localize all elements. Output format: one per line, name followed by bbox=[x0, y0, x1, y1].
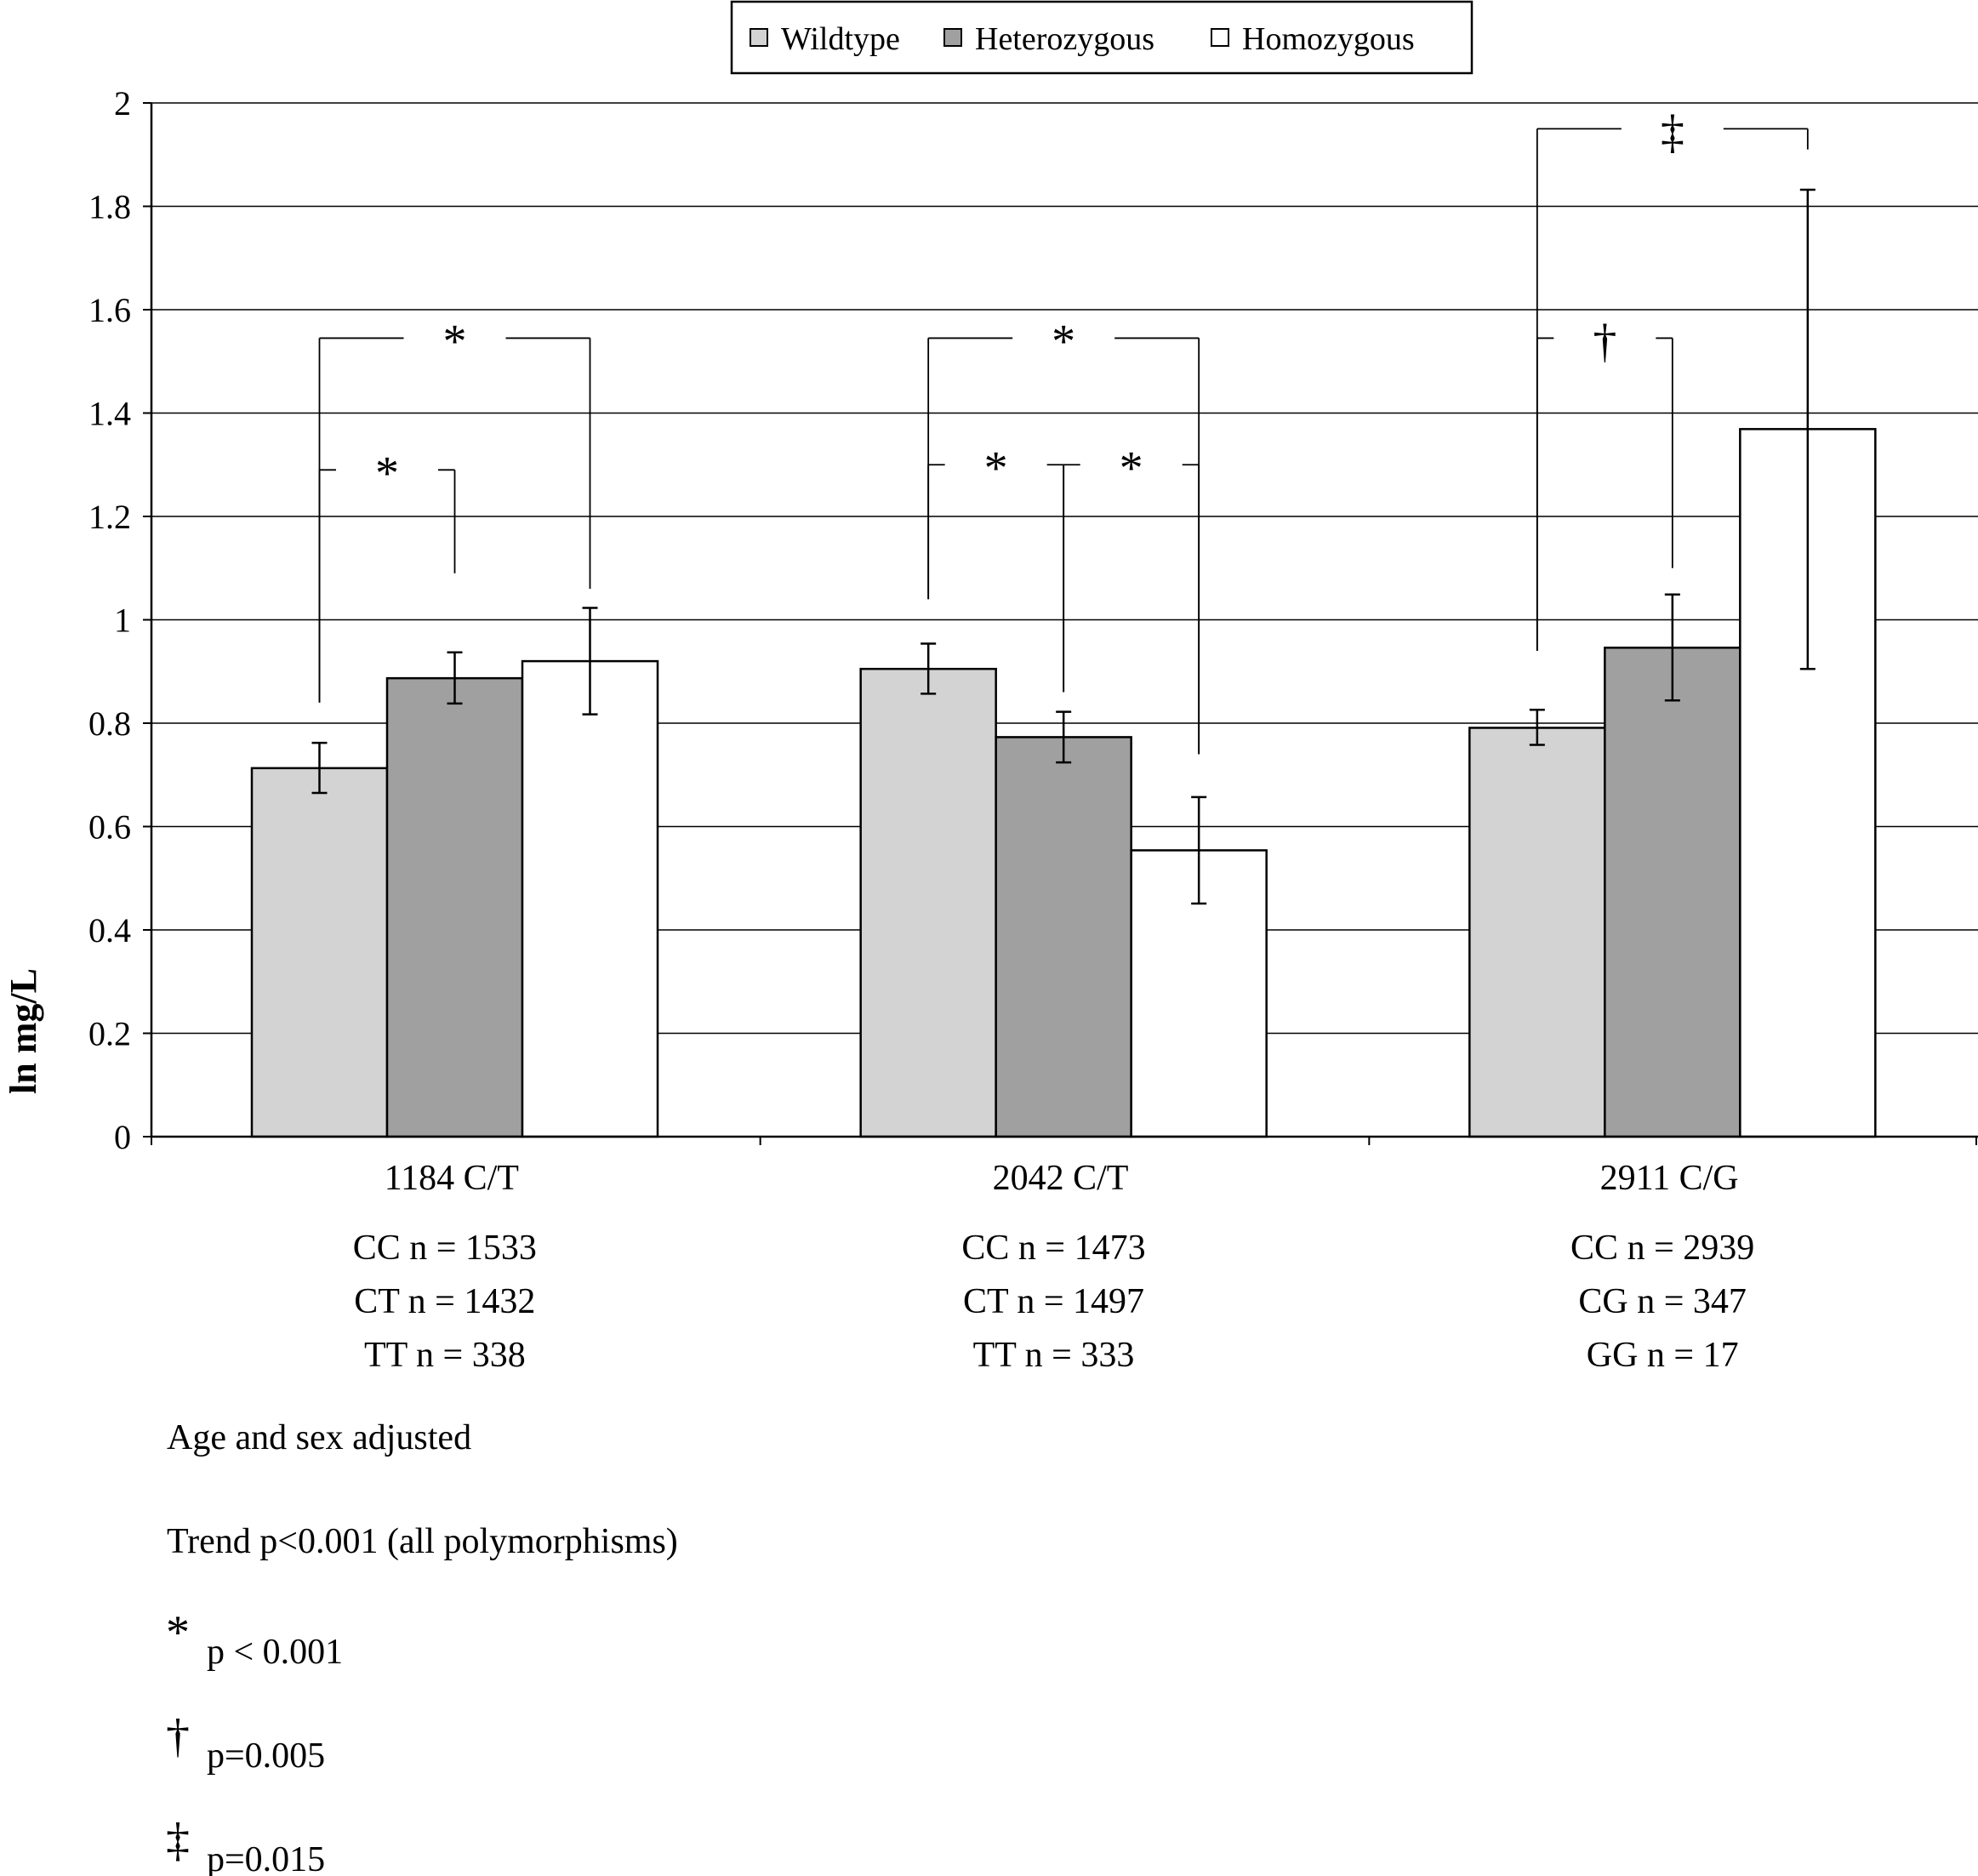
sample-size-label: CT n = 1497 bbox=[963, 1282, 1144, 1321]
sample-size-label: CC n = 1473 bbox=[961, 1229, 1145, 1268]
y-tick-label: 1.2 bbox=[88, 498, 131, 536]
bar bbox=[1468, 727, 1606, 1138]
significance-symbol: † bbox=[1593, 315, 1616, 368]
category-label: 2911 C/G bbox=[1600, 1159, 1739, 1198]
legend-swatch bbox=[750, 28, 768, 47]
footnotes: Age and sex adjusted Trend p<0.001 (all p… bbox=[166, 1418, 678, 1876]
footnote-symbol: * bbox=[166, 1606, 190, 1659]
legend-box bbox=[730, 0, 1474, 75]
sample-size-label: CT n = 1432 bbox=[354, 1282, 535, 1321]
sample-size-label: GG n = 17 bbox=[1587, 1336, 1739, 1375]
y-tick-label: 2 bbox=[114, 84, 131, 123]
bar bbox=[995, 736, 1132, 1138]
y-tick-label: 1.6 bbox=[88, 291, 131, 329]
y-tick-label: 1 bbox=[114, 602, 131, 640]
footnote-text: p=0.015 bbox=[207, 1840, 325, 1876]
sample-size-label: CG n = 347 bbox=[1578, 1282, 1747, 1321]
significance-symbol: * bbox=[984, 442, 1008, 494]
footnote-text: Trend p<0.001 (all polymorphisms) bbox=[167, 1522, 678, 1561]
sample-size-label: CC n = 1533 bbox=[353, 1229, 537, 1268]
sample-size-label: TT n = 333 bbox=[973, 1336, 1135, 1375]
y-axis-ticks: 0 0.2 0.4 0.6 0.8 1 1.2 1.4 1.6 1.8 2 bbox=[88, 84, 151, 1156]
significance-symbol: * bbox=[443, 315, 467, 368]
bar bbox=[521, 659, 659, 1138]
significance-symbol: ‡ bbox=[1661, 105, 1684, 158]
legend: Wildtype Heterozygous Homozygous bbox=[730, 0, 1474, 75]
category-label: 2042 C/T bbox=[993, 1159, 1129, 1198]
significance-symbol: * bbox=[1120, 442, 1143, 494]
x-axis-labels: 1184 C/T CC n = 1533 CT n = 1432 TT n = 338… bbox=[353, 1159, 1755, 1375]
legend-label: Wildtype bbox=[781, 21, 900, 57]
footnote-symbol: † bbox=[166, 1710, 190, 1763]
y-tick-label: 1.8 bbox=[88, 188, 131, 226]
y-tick-label: 1.4 bbox=[88, 395, 131, 433]
legend-swatch bbox=[943, 28, 962, 47]
y-axis-label: ln mg/L bbox=[3, 968, 44, 1094]
footnote-text: p=0.005 bbox=[207, 1736, 325, 1776]
error-bars bbox=[311, 188, 1816, 905]
sample-size-label: CC n = 2939 bbox=[1570, 1229, 1754, 1268]
bar bbox=[1604, 647, 1741, 1138]
significance-symbol: * bbox=[1052, 315, 1075, 368]
sample-size-label: TT n = 338 bbox=[364, 1336, 526, 1375]
bar bbox=[859, 667, 997, 1138]
footnote-text: p < 0.001 bbox=[207, 1633, 343, 1672]
legend-swatch bbox=[1211, 28, 1229, 47]
y-tick-label: 0.6 bbox=[88, 808, 131, 847]
footnote-symbol: ‡ bbox=[166, 1814, 190, 1867]
significance-symbol: * bbox=[375, 447, 399, 499]
bar bbox=[385, 676, 524, 1138]
footnote-text: Age and sex adjusted bbox=[167, 1418, 471, 1457]
y-tick-label: 0 bbox=[114, 1118, 131, 1156]
significance-brackets: * * * * * ‡ † bbox=[318, 105, 1809, 755]
axes bbox=[150, 103, 1978, 1145]
legend-label: Heterozygous bbox=[975, 21, 1154, 57]
y-tick-label: 0.2 bbox=[88, 1015, 131, 1053]
bar bbox=[250, 767, 389, 1138]
bars bbox=[250, 428, 1877, 1138]
y-tick-label: 0.8 bbox=[88, 704, 131, 743]
y-tick-label: 0.4 bbox=[88, 911, 131, 949]
category-label: 1184 C/T bbox=[385, 1159, 519, 1198]
legend-label: Homozygous bbox=[1242, 21, 1415, 57]
